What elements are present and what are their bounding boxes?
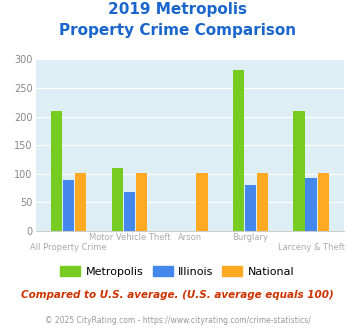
Text: Compared to U.S. average. (U.S. average equals 100): Compared to U.S. average. (U.S. average … [21, 290, 334, 300]
Bar [233, 70, 244, 231]
Text: Arson: Arson [178, 233, 202, 242]
Bar [63, 180, 75, 231]
Bar [196, 173, 208, 231]
Text: Property Crime Comparison: Property Crime Comparison [59, 23, 296, 38]
Text: Larceny & Theft: Larceny & Theft [278, 243, 344, 252]
Text: Burglary: Burglary [233, 233, 268, 242]
Text: Motor Vehicle Theft: Motor Vehicle Theft [88, 233, 170, 242]
Bar [305, 178, 317, 231]
Bar [257, 173, 268, 231]
Text: All Property Crime: All Property Crime [31, 243, 107, 252]
Bar [124, 192, 135, 231]
Text: © 2025 CityRating.com - https://www.cityrating.com/crime-statistics/: © 2025 CityRating.com - https://www.city… [45, 315, 310, 325]
Legend: Metropolis, Illinois, National: Metropolis, Illinois, National [56, 261, 299, 281]
Bar [51, 111, 62, 231]
Bar [245, 185, 256, 231]
Bar [136, 173, 147, 231]
Bar [112, 168, 123, 231]
Bar [75, 173, 87, 231]
Bar [293, 111, 305, 231]
Bar [318, 173, 329, 231]
Text: 2019 Metropolis: 2019 Metropolis [108, 2, 247, 16]
